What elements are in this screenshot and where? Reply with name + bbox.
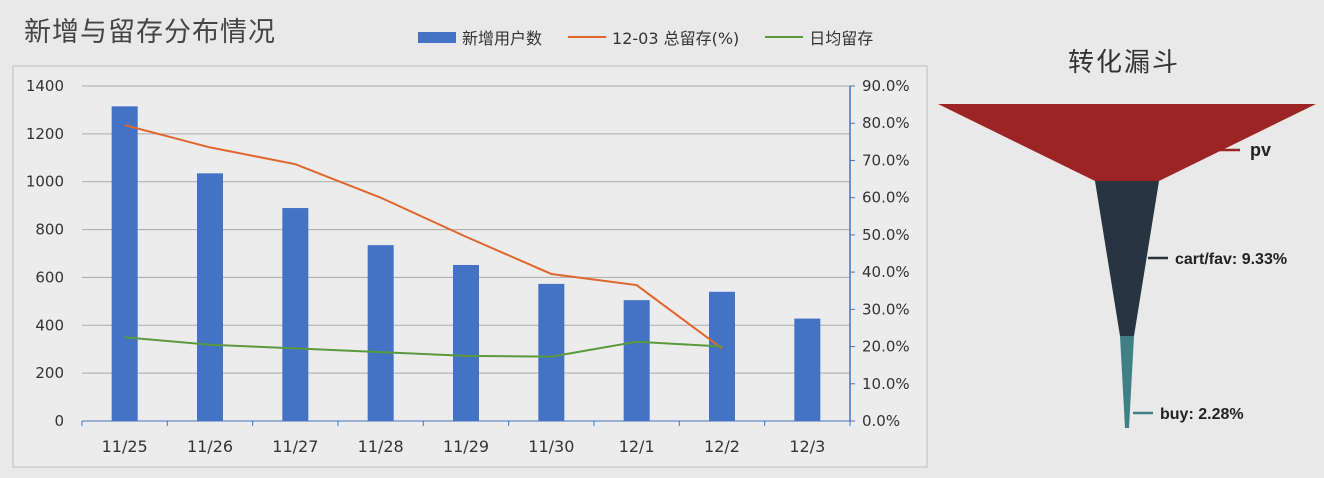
funnel-stage-label: cart/fav: 9.33% [1175,251,1287,268]
y-tick-label: 1000 [26,173,64,191]
x-tick-label: 12/1 [619,437,655,456]
legend: 新增用户数 12-03 总留存(%) 日均留存 [418,25,873,49]
bar-new-users [709,291,735,421]
bar-new-users [453,264,479,421]
x-tick-label: 11/29 [443,437,489,456]
x-tick-label: 11/25 [102,437,148,456]
line-total-retention [124,124,723,350]
y-tick-label: 400 [35,316,64,334]
legend-item-new-users: 新增用户数 [418,25,542,49]
bar-new-users [367,245,394,421]
bar-new-users [111,106,138,421]
x-tick-label: 11/30 [528,437,574,456]
y-tick-label: 800 [35,221,64,239]
y2-tick-label: 30.0% [862,300,910,318]
legend-item-total-retention: 12-03 总留存(%) [568,25,739,49]
y-tick-label: 1400 [26,77,64,95]
y2-tick-label: 0.0% [862,412,900,430]
bar-new-users [794,318,821,421]
legend-swatch-line [568,36,607,38]
y2-tick-label: 60.0% [862,189,910,207]
x-tick-label: 11/26 [187,437,233,456]
x-tick-label: 12/3 [789,437,825,456]
y2-tick-label: 40.0% [862,263,910,281]
x-tick-label: 11/27 [272,437,318,456]
funnel-stage-label: pv [1250,140,1271,160]
y-tick-label: 600 [35,268,64,286]
chart-title: 新增与留存分布情况 [24,17,276,48]
y2-tick-label: 10.0% [862,375,910,393]
legend-label: 12-03 总留存(%) [612,29,740,48]
x-tick-label: 12/2 [704,437,740,456]
funnel-stage [938,104,1316,181]
y2-tick-label: 50.0% [862,226,910,244]
bar-new-users [623,300,650,421]
funnel-stage [1095,181,1159,336]
y2-tick-label: 90.0% [862,77,910,95]
bar-line-chart: 0 200 400 600 800 1000 1200 1400 0.0% 10.0% 20.0% 3… [12,65,928,468]
y-tick-label: 1200 [26,125,64,143]
legend-swatch-line [765,36,804,38]
legend-label: 日均留存 [809,29,874,48]
legend-item-daily-retention: 日均留存 [765,25,873,49]
bar-new-users [197,173,223,421]
y-tick-label: 0 [54,412,64,430]
y2-tick-label: 20.0% [862,338,910,356]
funnel-stage [1120,336,1134,428]
x-tick-label: 11/28 [358,437,404,456]
y2-tick-label: 70.0% [862,151,910,169]
y2-tick-label: 80.0% [862,114,910,132]
bar-new-users [538,283,565,421]
legend-swatch-bar [418,31,456,43]
funnel-title: 转化漏斗 [1068,48,1181,78]
legend-label: 新增用户数 [462,29,543,48]
funnel-stage-label: buy: 2.28% [1160,406,1244,423]
line-daily-retention [124,336,723,358]
bar-new-users [282,208,309,421]
y-tick-label: 200 [35,364,64,382]
